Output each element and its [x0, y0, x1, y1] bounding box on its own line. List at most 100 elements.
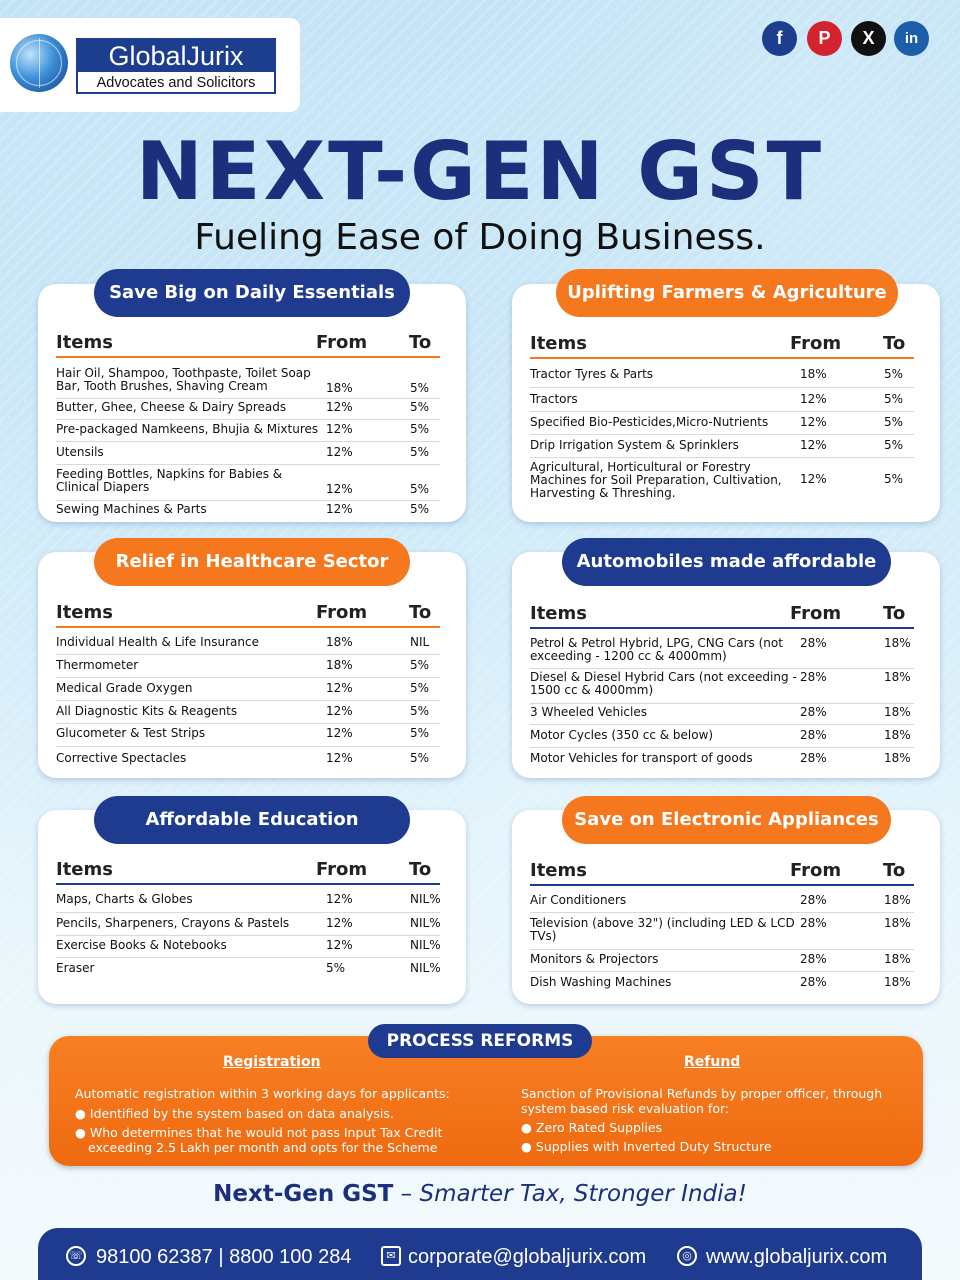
row-to: 5% [884, 415, 904, 429]
pinterest-icon[interactable]: P [807, 21, 842, 56]
section-card-agriculture [512, 284, 940, 522]
row-to: 5% [884, 367, 904, 381]
row-to: 5% [410, 658, 430, 672]
brand-block: GlobalJurix Advocates and Solicitors [76, 38, 276, 94]
row-item: Diesel & Diesel Hybrid Cars (not exceedi… [530, 670, 797, 697]
table-row: Specified Bio-Pesticides,Micro-Nutrients… [530, 416, 914, 429]
row-divider [56, 398, 440, 399]
row-to: 5% [410, 502, 430, 516]
row-from: 18% [326, 635, 353, 649]
column-header-from: From [316, 332, 368, 353]
column-header-from: From [790, 603, 842, 624]
row-divider [530, 747, 914, 748]
contact-phone[interactable]: 98100 62387 | 8800 100 284 [96, 1246, 352, 1268]
row-from: 12% [326, 704, 353, 718]
row-to: NIL% [410, 892, 441, 906]
row-divider [56, 464, 440, 465]
row-item: Corrective Spectacles [56, 751, 187, 765]
table-row: Petrol & Petrol Hybrid, LPG, CNG Cars (n… [530, 637, 914, 665]
column-header-from: From [790, 333, 842, 354]
row-from: 5% [326, 961, 346, 975]
refund-heading: Refund [684, 1054, 741, 1070]
section-title-electronics: Save on Electronic Appliances [562, 796, 891, 844]
row-divider [56, 441, 440, 442]
row-from: 18% [326, 658, 353, 672]
contact-website[interactable]: www.globaljurix.com [706, 1246, 888, 1268]
table-row: Individual Health & Life Insurance 18% NIL [56, 636, 440, 649]
row-item: Petrol & Petrol Hybrid, LPG, CNG Cars (n… [530, 636, 783, 663]
row-from: 12% [800, 415, 827, 429]
table-row: Medical Grade Oxygen 12% 5% [56, 682, 440, 695]
row-to: 18% [884, 636, 911, 650]
contact-email[interactable]: corporate@globaljurix.com [408, 1246, 647, 1268]
row-divider [530, 668, 914, 669]
table-row: Air Conditioners 28% 18% [530, 894, 914, 907]
column-header-from: From [316, 602, 368, 623]
table-row: Eraser 5% NIL% [56, 961, 441, 975]
section-title-education: Affordable Education [94, 796, 410, 844]
row-item: Feeding Bottles, Napkins for Babies & Cl… [56, 467, 283, 494]
row-item: All Diagnostic Kits & Reagents [56, 704, 238, 718]
row-to: 5% [410, 726, 430, 740]
row-to: NIL% [410, 961, 441, 975]
row-from: 18% [800, 367, 827, 381]
refund-bullet: ● Zero Rated Supplies [521, 1120, 663, 1135]
row-item: Hair Oil, Shampoo, Toothpaste, Toilet So… [56, 366, 311, 393]
row-from: 28% [800, 670, 827, 684]
globe-web-icon: ◎ [677, 1246, 697, 1266]
tagline-bold: Next-Gen GST [213, 1181, 394, 1207]
table-row: Hair Oil, Shampoo, Toothpaste, Toilet So… [56, 367, 440, 395]
row-to: 5% [410, 681, 430, 695]
header-divider [530, 357, 914, 359]
row-item: Thermometer [56, 658, 139, 672]
contact-footer: ☏ 98100 62387 | 8800 100 284 ✉ corporate… [38, 1228, 922, 1280]
row-item: Dish Washing Machines [530, 975, 672, 989]
row-to: NIL% [410, 916, 441, 930]
column-header-items: Items [530, 860, 587, 881]
linkedin-icon[interactable]: in [894, 21, 929, 56]
column-header-to: To [409, 602, 432, 623]
facebook-icon[interactable]: f [762, 21, 797, 56]
row-item: Specified Bio-Pesticides,Micro-Nutrients [530, 415, 769, 429]
header-divider [530, 627, 914, 629]
row-to: 5% [410, 400, 430, 414]
column-header-items: Items [530, 333, 587, 354]
logo[interactable]: GlobalJurix Advocates and Solicitors [0, 18, 300, 112]
row-to: 5% [410, 381, 430, 395]
row-item: Motor Vehicles for transport of goods [530, 751, 753, 765]
registration-bullet: ● Who determines that he would not pass … [75, 1125, 443, 1155]
row-to: 5% [410, 482, 430, 496]
row-item: Drip Irrigation System & Sprinklers [530, 438, 739, 452]
row-from: 12% [326, 892, 353, 906]
row-to: 18% [884, 728, 911, 742]
row-item: Sewing Machines & Parts [56, 502, 207, 516]
table-row: Dish Washing Machines 28% 18% [530, 976, 914, 989]
row-item: Medical Grade Oxygen [56, 681, 193, 695]
section-title-agriculture: Uplifting Farmers & Agriculture [556, 269, 898, 317]
table-row: Motor Vehicles for transport of goods 28%… [530, 752, 914, 765]
email-icon: ✉ [381, 1246, 401, 1266]
row-divider [56, 500, 440, 501]
row-divider [530, 724, 914, 725]
row-to: 5% [884, 438, 904, 452]
table-row: 3 Wheeled Vehicles 28% 18% [530, 706, 914, 719]
row-item: Maps, Charts & Globes [56, 892, 193, 906]
table-row: Pencils, Sharpeners, Crayons & Pastels 12… [56, 916, 441, 930]
row-to: 18% [884, 751, 911, 765]
brand-tagline: Advocates and Solicitors [96, 75, 256, 91]
registration-intro: Automatic registration within 3 working … [75, 1086, 450, 1101]
refund-bullet: ● Supplies with Inverted Duty Structure [521, 1139, 772, 1154]
tagline-dash: – [393, 1181, 420, 1207]
globe-icon [10, 34, 68, 92]
row-from: 12% [326, 482, 353, 496]
row-divider [56, 654, 440, 655]
row-from: 28% [800, 636, 827, 650]
x-icon[interactable]: X [851, 21, 886, 56]
row-from: 28% [800, 728, 827, 742]
table-row: Monitors & Projectors 28% 18% [530, 953, 914, 966]
row-to: 18% [884, 705, 911, 719]
table-row: Drip Irrigation System & Sprinklers 12% 5% [530, 439, 914, 452]
table-row: Sewing Machines & Parts 12% 5% [56, 503, 440, 516]
row-item: Agricultural, Horticultural or Forestry … [530, 460, 782, 500]
table-row: Exercise Books & Notebooks 12% NIL% [56, 939, 441, 952]
